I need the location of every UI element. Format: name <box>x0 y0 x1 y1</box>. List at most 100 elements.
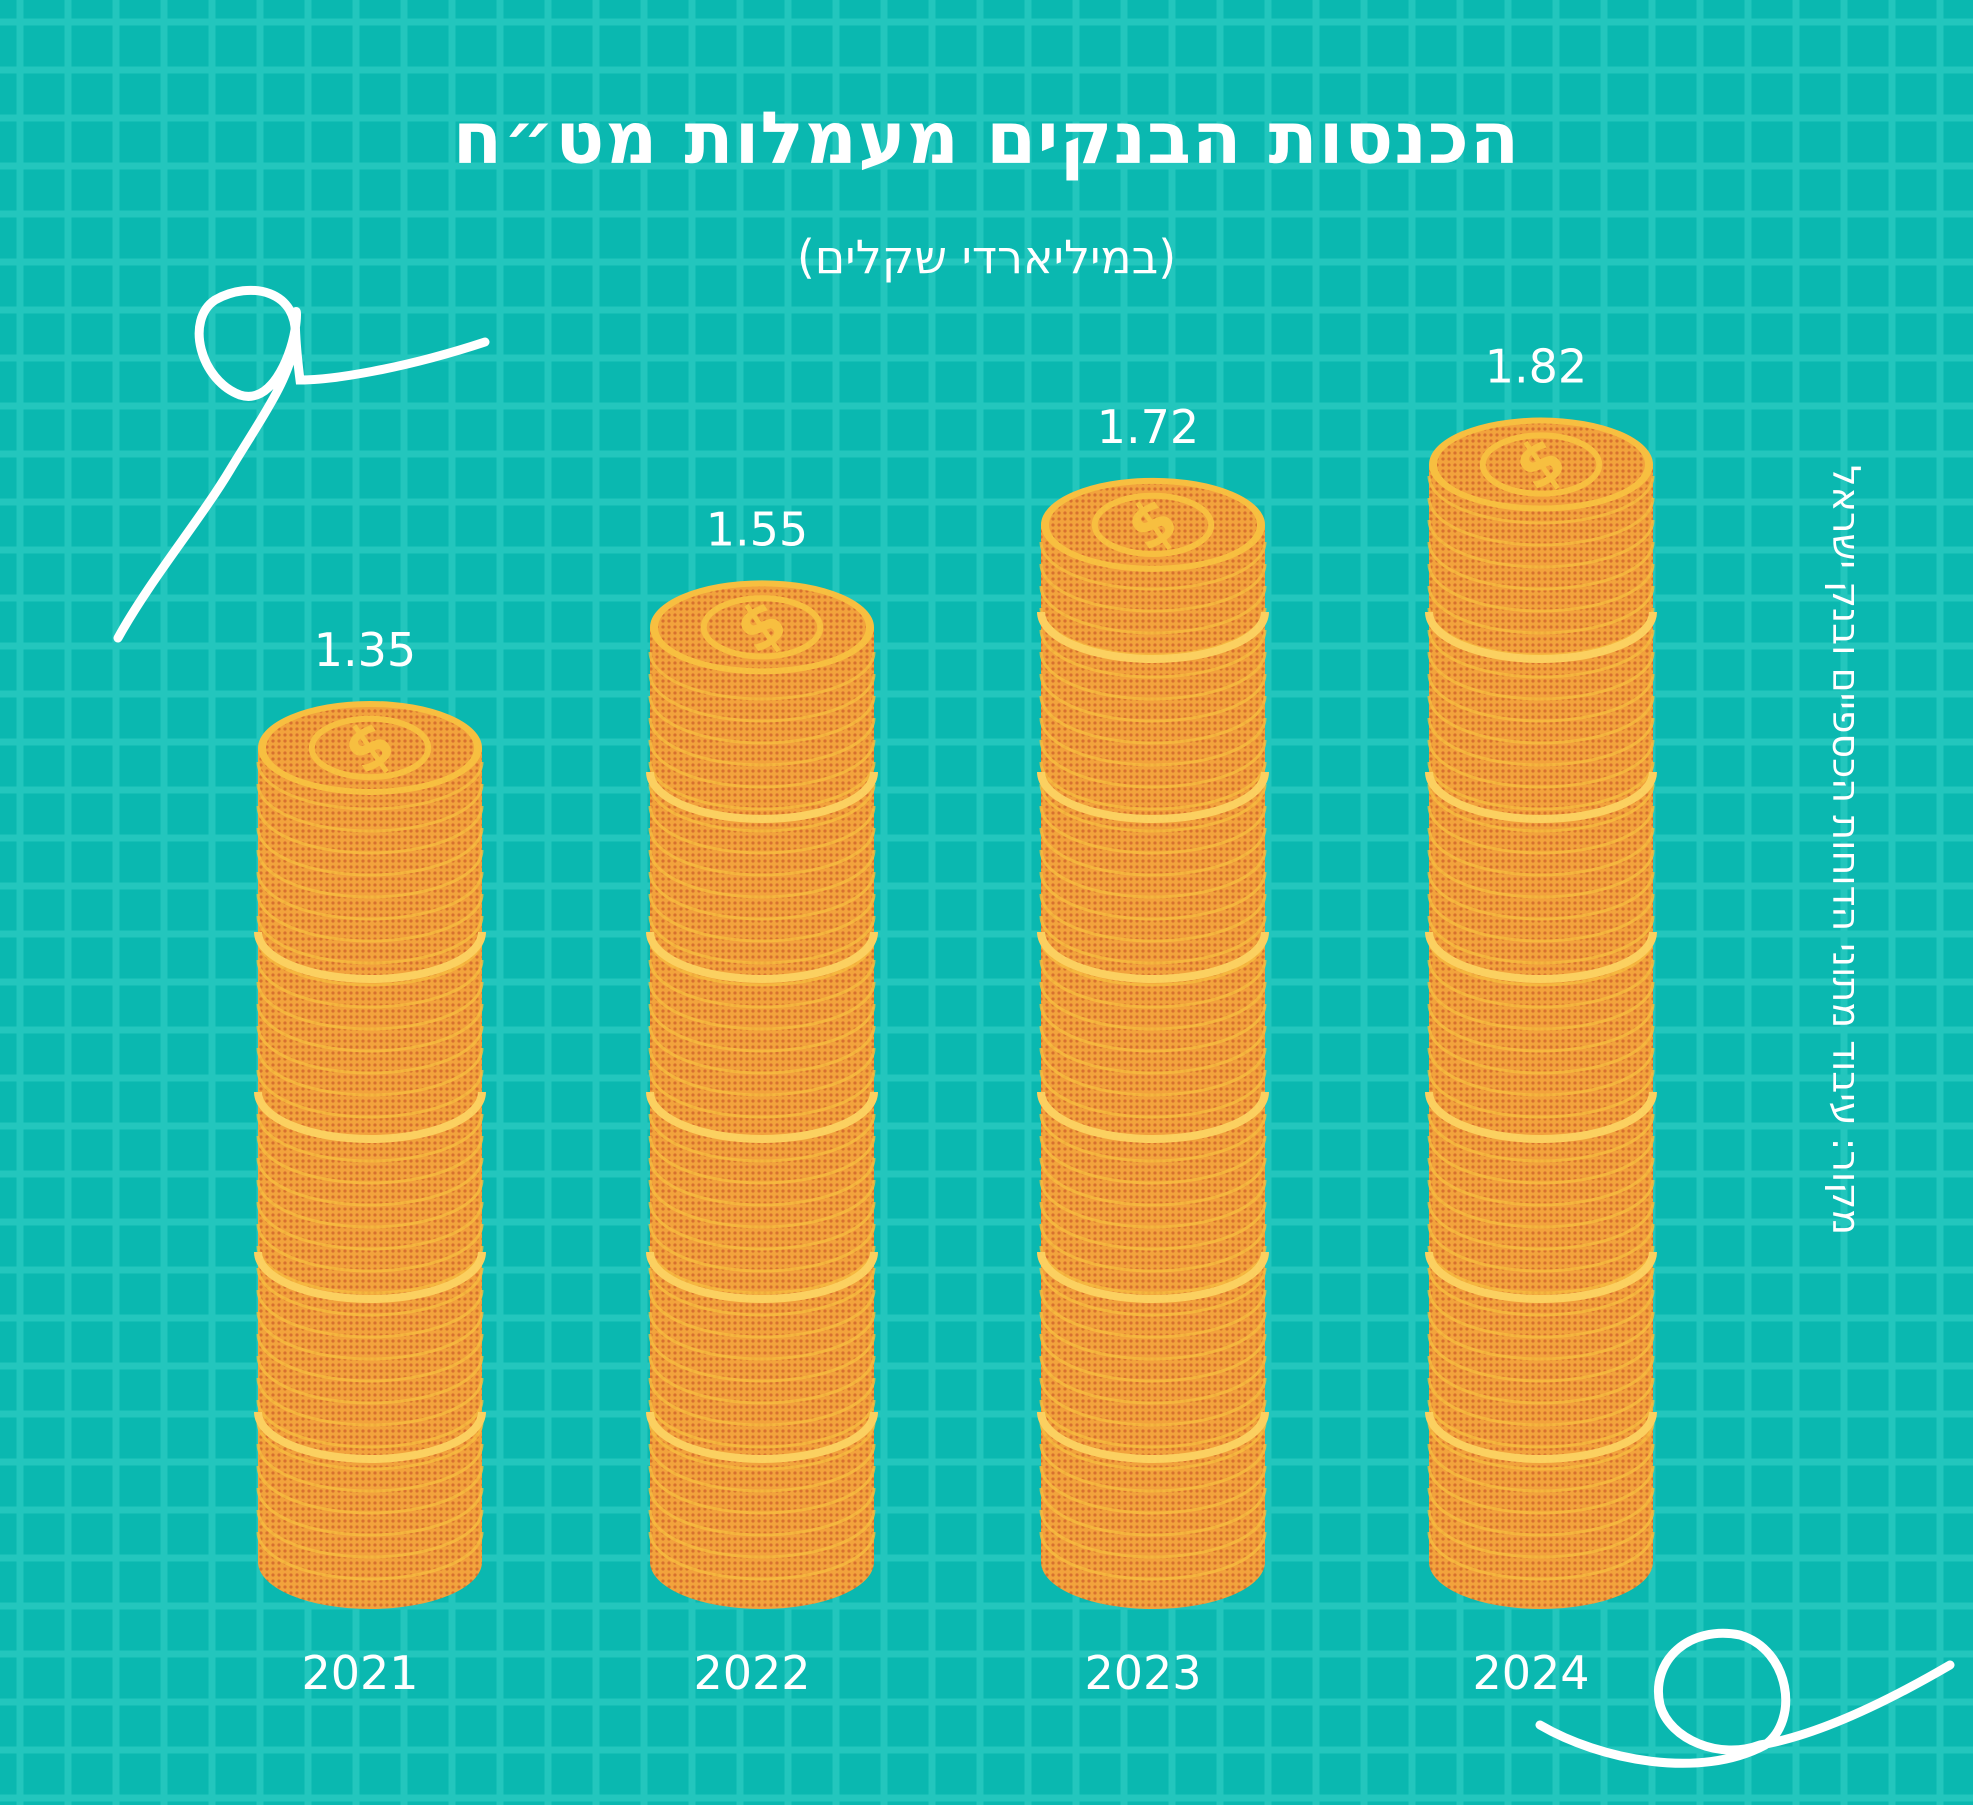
coin-edge <box>1427 827 1655 877</box>
coin-edge <box>1427 585 1655 635</box>
coin-edge <box>1039 1069 1267 1119</box>
coin-edge <box>648 1113 876 1163</box>
coin-edge <box>256 1355 484 1405</box>
coin-edge <box>256 827 484 877</box>
coin-edge <box>648 893 876 943</box>
coin-edge <box>256 1333 484 1383</box>
coin-edge <box>1039 1487 1267 1537</box>
coin-stack-bottom <box>1041 1515 1265 1609</box>
coin-edge <box>256 937 484 987</box>
coin-group-edge <box>254 931 486 983</box>
coin-group-edge <box>646 1411 878 1463</box>
coin-edge <box>648 673 876 723</box>
coin-edge <box>1039 1333 1267 1383</box>
data-label: 1.35 <box>314 623 416 677</box>
coin-edge <box>1039 915 1267 965</box>
coin-group-edge <box>646 1251 878 1303</box>
coin-edge <box>1427 1069 1655 1119</box>
coin-edge <box>256 1267 484 1317</box>
coin-edge <box>1427 629 1655 679</box>
coin-edge <box>1039 761 1267 811</box>
coin-stack-bottom <box>650 1515 874 1609</box>
coin-edge <box>256 915 484 965</box>
coin-edge <box>1039 1355 1267 1405</box>
coin-edge <box>648 1135 876 1185</box>
x-tick-label: 2022 <box>693 1646 810 1700</box>
coin-edge <box>1427 1465 1655 1515</box>
coin-edge <box>648 1245 876 1295</box>
coin-edge <box>1039 1245 1267 1295</box>
coin-edge <box>1039 585 1267 635</box>
coin-edge <box>648 827 876 877</box>
coin-edge <box>1039 1201 1267 1251</box>
coin-group-edge <box>1037 1251 1269 1303</box>
coin-edge <box>1039 805 1267 855</box>
coin-edge <box>1039 1025 1267 1075</box>
coin-edge <box>256 761 484 811</box>
coin-edge <box>1427 1487 1655 1537</box>
coin-edge <box>648 915 876 965</box>
coin-edge <box>1039 1157 1267 1207</box>
coin-edge <box>648 1223 876 1273</box>
coin-edge <box>1427 497 1655 547</box>
coin-stack-body <box>1429 464 1653 1562</box>
coin-edge <box>648 717 876 767</box>
coin-group-edge <box>1037 931 1269 983</box>
scribble-right <box>1535 1628 1955 1768</box>
coin-edge <box>1039 1311 1267 1361</box>
coin-edge <box>648 1025 876 1075</box>
decorative-scribbles <box>113 285 1955 1768</box>
coin-edge <box>1427 1135 1655 1185</box>
coin-edge <box>648 959 876 1009</box>
coin-edge <box>1427 1047 1655 1097</box>
coin-edge <box>1427 1157 1655 1207</box>
coin-edge <box>1427 849 1655 899</box>
coin-group-edge <box>1425 611 1657 663</box>
coin-edge <box>648 1069 876 1119</box>
coin-edge <box>648 1179 876 1229</box>
coin-edge <box>256 1069 484 1119</box>
coin-edge <box>648 1333 876 1383</box>
coin-edge <box>1427 673 1655 723</box>
coin-edge <box>648 871 876 921</box>
coin-edge <box>648 1509 876 1559</box>
coin-top-face <box>1437 423 1645 506</box>
coin-edge <box>1427 475 1655 525</box>
coin-edge <box>1427 1025 1655 1075</box>
coin-edge <box>1039 959 1267 1009</box>
coin-group-edge <box>646 1091 878 1143</box>
coin-stack-bottom <box>1429 1515 1653 1609</box>
coin-edge <box>1427 651 1655 701</box>
coin-stack-body <box>258 747 482 1562</box>
coin-edge <box>648 1201 876 1251</box>
coin-edge <box>648 739 876 789</box>
coin-edge <box>1039 937 1267 987</box>
coin-edge <box>1039 1377 1267 1427</box>
coin-edge <box>648 1047 876 1097</box>
coin-edge <box>1427 783 1655 833</box>
coin-edge <box>1039 1531 1267 1581</box>
coin-edge <box>256 1135 484 1185</box>
coin-edge <box>648 1157 876 1207</box>
coin-edge <box>1039 783 1267 833</box>
coin-edge <box>1427 519 1655 569</box>
coin-group-edge <box>646 771 878 823</box>
coin-edge <box>256 1025 484 1075</box>
coin-edge <box>1427 1443 1655 1493</box>
coin-edge <box>1427 739 1655 789</box>
coin-edge <box>648 1311 876 1361</box>
coin-edge <box>256 783 484 833</box>
coin-edge <box>1427 1245 1655 1295</box>
coin-edge <box>256 1201 484 1251</box>
coin-group-edge <box>1425 1411 1657 1463</box>
coin-group-edge <box>254 1091 486 1143</box>
coin-top-face <box>658 586 866 669</box>
coin-edge <box>256 1223 484 1273</box>
coin-edge <box>1427 937 1655 987</box>
coin-edge <box>256 1311 484 1361</box>
coin-edge <box>1427 1377 1655 1427</box>
